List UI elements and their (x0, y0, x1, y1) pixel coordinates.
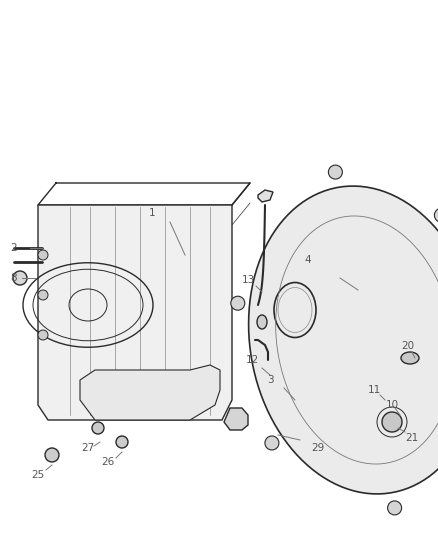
Text: 4: 4 (305, 255, 311, 265)
Text: 29: 29 (311, 443, 325, 453)
Circle shape (38, 250, 48, 260)
Text: 2: 2 (11, 243, 18, 253)
Circle shape (388, 501, 402, 515)
Circle shape (92, 422, 104, 434)
Text: 20: 20 (402, 341, 414, 351)
Polygon shape (80, 365, 220, 420)
Text: 12: 12 (245, 355, 258, 365)
Text: 27: 27 (81, 443, 95, 453)
Circle shape (265, 436, 279, 450)
Circle shape (116, 436, 128, 448)
Circle shape (45, 448, 59, 462)
Polygon shape (249, 186, 438, 494)
Text: 21: 21 (406, 433, 419, 443)
Text: 13: 13 (241, 275, 254, 285)
Circle shape (13, 271, 27, 285)
Text: 8: 8 (11, 273, 18, 283)
Polygon shape (224, 408, 248, 430)
Polygon shape (258, 190, 273, 202)
Ellipse shape (257, 315, 267, 329)
Text: 11: 11 (367, 385, 381, 395)
Text: 3: 3 (267, 375, 273, 385)
Circle shape (328, 165, 343, 179)
Text: 25: 25 (32, 470, 45, 480)
Circle shape (434, 208, 438, 222)
Circle shape (231, 296, 245, 310)
Circle shape (38, 330, 48, 340)
Ellipse shape (401, 352, 419, 364)
Text: 26: 26 (101, 457, 115, 467)
Circle shape (38, 290, 48, 300)
Text: 1: 1 (148, 208, 155, 218)
Circle shape (382, 412, 402, 432)
Polygon shape (38, 205, 232, 420)
Text: 10: 10 (385, 400, 399, 410)
